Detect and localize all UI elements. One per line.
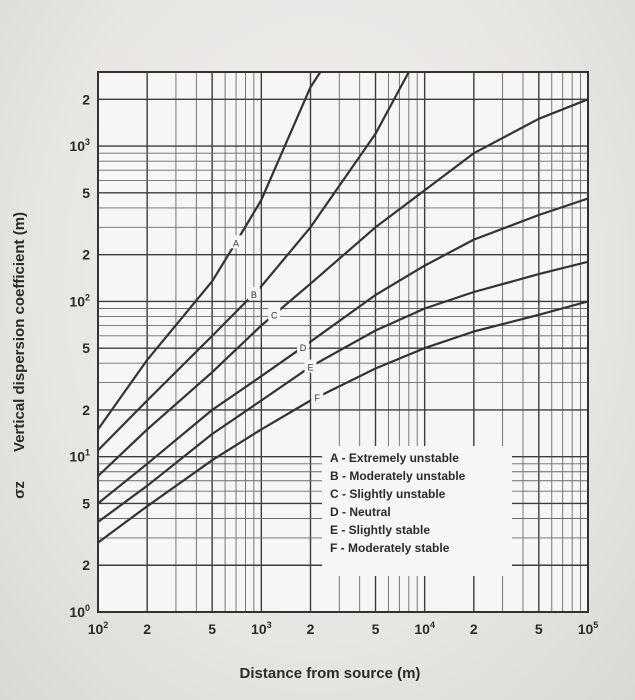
y-tick-label: 2: [82, 557, 90, 573]
y-tick-label: 2: [82, 91, 90, 107]
y-tick-label: 100: [69, 603, 90, 620]
curve-label-bg: [230, 235, 243, 249]
curve-label-b: B: [251, 290, 257, 300]
legend-background: [322, 446, 512, 576]
legend-item: D - Neutral: [330, 505, 391, 519]
curve-label-bg: [247, 286, 260, 300]
curve-label-c: C: [271, 310, 278, 320]
x-tick-label: 105: [578, 620, 599, 637]
y-tick-label: 102: [69, 292, 90, 309]
curve-labels: A B C DE F: [230, 235, 324, 404]
legend-item: A - Extremely unstable: [330, 451, 459, 465]
x-tick-label: 2: [470, 621, 478, 637]
curve-label-bg: [297, 339, 310, 353]
curve-label-e: E: [307, 363, 313, 373]
x-tick-label: 102: [88, 620, 109, 637]
x-tick-label: 5: [208, 621, 216, 637]
y-tick-labels: 100 2 5 101 2 5 102 2 5 103 2: [69, 91, 90, 620]
plot-frame: [97, 71, 589, 613]
curve-label-a: A: [233, 238, 239, 248]
curve-f: [98, 300, 588, 544]
curve-label-bg: [304, 359, 317, 373]
x-tick-label: 104: [414, 620, 435, 637]
curve-label-d: D: [300, 343, 307, 353]
x-tick-label: 2: [143, 621, 151, 637]
x-tick-label: 5: [372, 621, 380, 637]
legend-item: F - Moderately stable: [330, 541, 450, 555]
legend-item: B - Moderately unstable: [330, 469, 466, 483]
y-tick-label: 2: [82, 402, 90, 418]
legend-item: E - Slightly stable: [330, 523, 430, 537]
y-axis-label: Vertical dispersion coefficient (m): [11, 212, 28, 452]
y-axis-title: σz Vertical dispersion coefficient (m): [11, 212, 28, 499]
curve-label-bg: [268, 307, 281, 321]
curve-b: [98, 72, 410, 452]
curve-e: [98, 260, 588, 523]
curve-d: [98, 197, 588, 505]
legend-item: C - Slightly unstable: [330, 487, 446, 501]
y-tick-label: 5: [82, 340, 90, 356]
x-tick-labels: 102 2 5 103 2 5 104 2 5 105: [88, 620, 599, 637]
x-tick-label: 103: [251, 620, 272, 637]
y-tick-label: 101: [69, 448, 90, 465]
legend-box: [322, 446, 512, 576]
x-tick-label: 2: [307, 621, 315, 637]
curve-c: [98, 98, 588, 477]
y-tick-label: 5: [82, 495, 90, 511]
y-tick-label: 2: [82, 247, 90, 263]
curve-label-bg: [311, 390, 324, 404]
curve-label-f: F: [315, 393, 321, 403]
legend: A - Extremely unstable B - Moderately uns…: [330, 451, 466, 555]
y-tick-label: 5: [82, 185, 90, 201]
x-axis-title: Distance from source (m): [240, 665, 421, 682]
y-tick-label: 103: [69, 137, 90, 154]
y-axis-symbol: σz: [11, 481, 28, 499]
x-tick-label: 5: [535, 621, 543, 637]
